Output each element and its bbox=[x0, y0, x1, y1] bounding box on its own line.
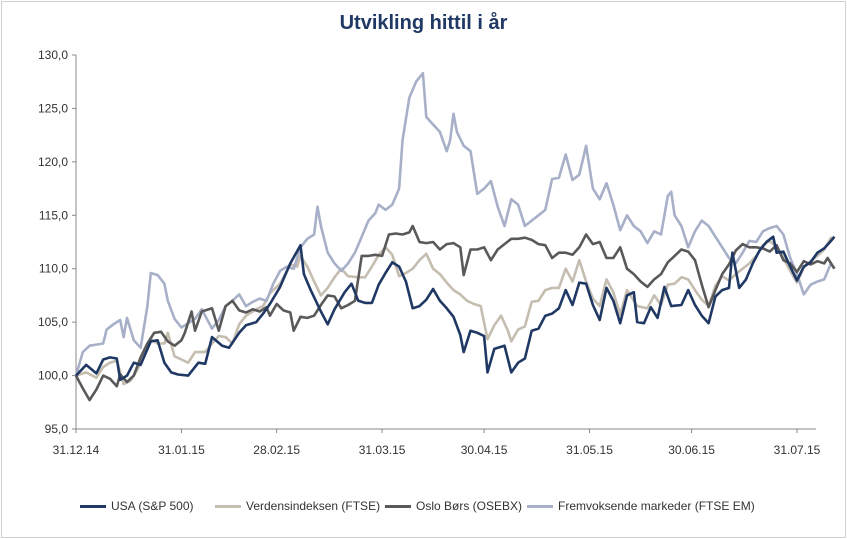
x-tick-label: 31.01.15 bbox=[158, 443, 205, 457]
x-tick-label: 30.04.15 bbox=[461, 443, 508, 457]
y-tick-label: 105,0 bbox=[38, 315, 68, 329]
x-tick-label: 30.06.15 bbox=[668, 443, 715, 457]
x-tick-label: 28.02.15 bbox=[253, 443, 300, 457]
series-line-1 bbox=[75, 236, 835, 386]
y-tick-label: 125,0 bbox=[38, 101, 68, 115]
legend-swatch bbox=[385, 504, 411, 508]
legend-label: Oslo Børs (OSEBX) bbox=[416, 499, 523, 513]
x-tick-label: 31.05.15 bbox=[566, 443, 613, 457]
legend-label: Fremvoksende markeder (FTSE EM) bbox=[558, 499, 755, 513]
legend-swatch bbox=[80, 504, 106, 508]
legend-item: Oslo Børs (OSEBX) bbox=[385, 496, 522, 516]
y-tick-label: 110,0 bbox=[39, 262, 68, 276]
legend-item: USA (S&P 500) bbox=[80, 496, 194, 516]
series-line-0 bbox=[75, 235, 836, 382]
y-tick-label: 95,0 bbox=[45, 422, 69, 436]
y-tick-label: 130,0 bbox=[38, 48, 68, 62]
legend: USA (S&P 500) Verdensindeksen (FTSE) Oslo … bbox=[0, 496, 847, 516]
y-tick-label: 115,0 bbox=[39, 208, 68, 222]
legend-swatch bbox=[527, 504, 553, 508]
y-tick-label: 100,0 bbox=[38, 369, 68, 383]
legend-item: Fremvoksende markeder (FTSE EM) bbox=[527, 496, 755, 516]
x-tick-label: 31.03.15 bbox=[359, 443, 406, 457]
series-line-2 bbox=[74, 224, 836, 402]
series-layer bbox=[74, 71, 836, 402]
series-line-3 bbox=[74, 71, 836, 376]
legend-label: Verdensindeksen (FTSE) bbox=[246, 499, 381, 513]
legend-swatch bbox=[215, 504, 241, 508]
axes: 95,0 100,0 105,0 110,0 115,0 120,0 125,0 130,0 3… bbox=[38, 48, 821, 457]
x-tick-label: 31.07.15 bbox=[774, 443, 821, 457]
legend-label: USA (S&P 500) bbox=[111, 499, 194, 513]
legend-item: Verdensindeksen (FTSE) bbox=[215, 496, 380, 516]
x-tick-label: 31.12.14 bbox=[53, 443, 100, 457]
y-tick-label: 120,0 bbox=[38, 155, 68, 169]
chart-title: Utvikling hittil i år bbox=[339, 12, 508, 34]
